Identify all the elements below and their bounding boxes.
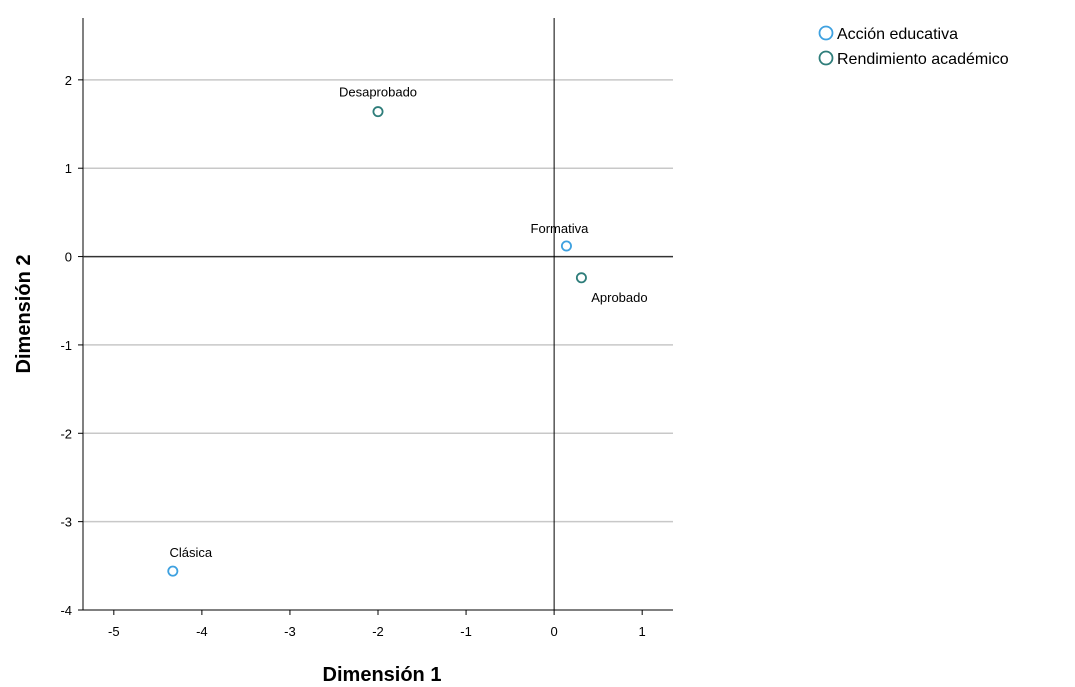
y-axis-title: Dimensión 2 — [13, 255, 35, 374]
legend: Acción educativa Rendimiento académico — [818, 25, 1009, 68]
point-label: Aprobado — [591, 290, 647, 305]
point-label: Desaprobado — [339, 85, 417, 100]
grid-lines — [83, 79, 673, 523]
legend-marker-circle-icon — [818, 50, 834, 66]
y-tick-label: 0 — [65, 250, 72, 265]
x-axis-title: Dimensión 1 — [323, 664, 442, 686]
legend-marker-circle-icon — [818, 25, 834, 41]
legend-item-accion-educativa: Acción educativa — [818, 25, 958, 43]
x-tick-label: -4 — [196, 624, 208, 639]
x-tick-label: -3 — [284, 624, 296, 639]
y-tick-label: 2 — [65, 73, 72, 88]
x-tick-label: -5 — [108, 624, 120, 639]
tick-labels: -4 -3 -2 -1 0 1 2 -5 -4 -3 -2 -1 0 1 — [60, 73, 645, 639]
legend-label: Acción educativa — [837, 26, 958, 43]
x-tick-label: -1 — [460, 624, 472, 639]
y-tick-label: -1 — [60, 338, 72, 353]
point-label: Clásica — [170, 545, 213, 560]
point-desaprobado — [372, 106, 384, 118]
point-formativa — [560, 240, 572, 252]
x-tick-label: -2 — [372, 624, 384, 639]
point-clasica — [167, 565, 179, 577]
point-labels: Formativa Clásica Desaprobado Aprobado — [170, 85, 648, 560]
x-tick-label: 0 — [551, 624, 558, 639]
point-label: Formativa — [531, 221, 590, 236]
y-tick-label: -3 — [60, 515, 72, 530]
data-points — [167, 106, 587, 577]
point-aprobado — [575, 272, 587, 284]
x-tick-label: 1 — [639, 624, 646, 639]
legend-item-rendimiento-academico: Rendimiento académico — [818, 50, 1009, 68]
legend-label: Rendimiento académico — [837, 51, 1009, 68]
y-tick-label: -4 — [60, 603, 72, 618]
y-tick-label: 1 — [65, 161, 72, 176]
y-tick-label: -2 — [60, 426, 72, 441]
